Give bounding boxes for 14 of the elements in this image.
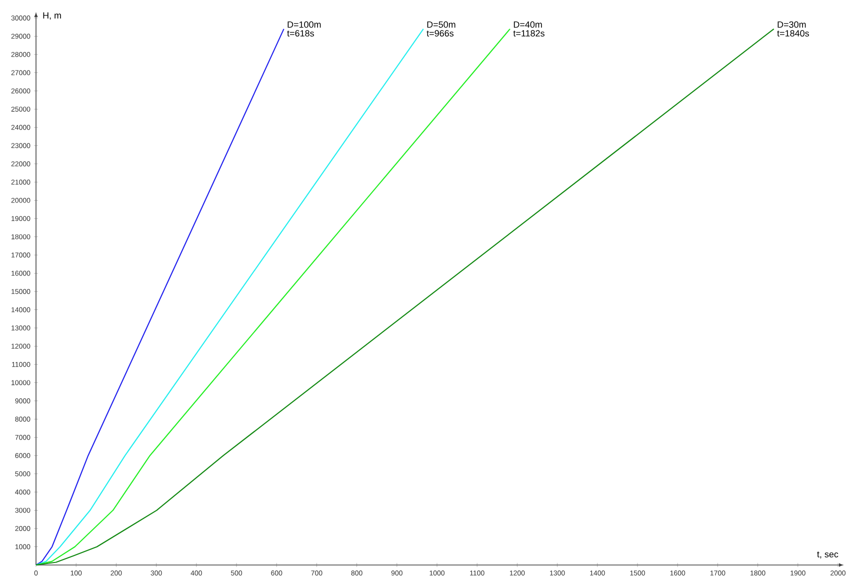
x-axis-title: t, sec: [817, 551, 838, 558]
annotation: t=1182s: [513, 30, 544, 37]
line-series: [35, 28, 511, 566]
series-label: D=40m: [514, 21, 542, 28]
series-label: D=30m: [778, 21, 806, 28]
line-series: [35, 28, 424, 566]
series-label: D=50m: [427, 21, 456, 28]
annotation: t=618s: [287, 30, 314, 37]
line-series: [35, 28, 774, 566]
y-axis-title: H, m: [43, 12, 61, 20]
annotation: t=1840s: [777, 30, 809, 37]
series-label: D=100m: [288, 21, 321, 28]
annotation: t=966s: [426, 30, 454, 37]
line-series: [35, 28, 284, 566]
